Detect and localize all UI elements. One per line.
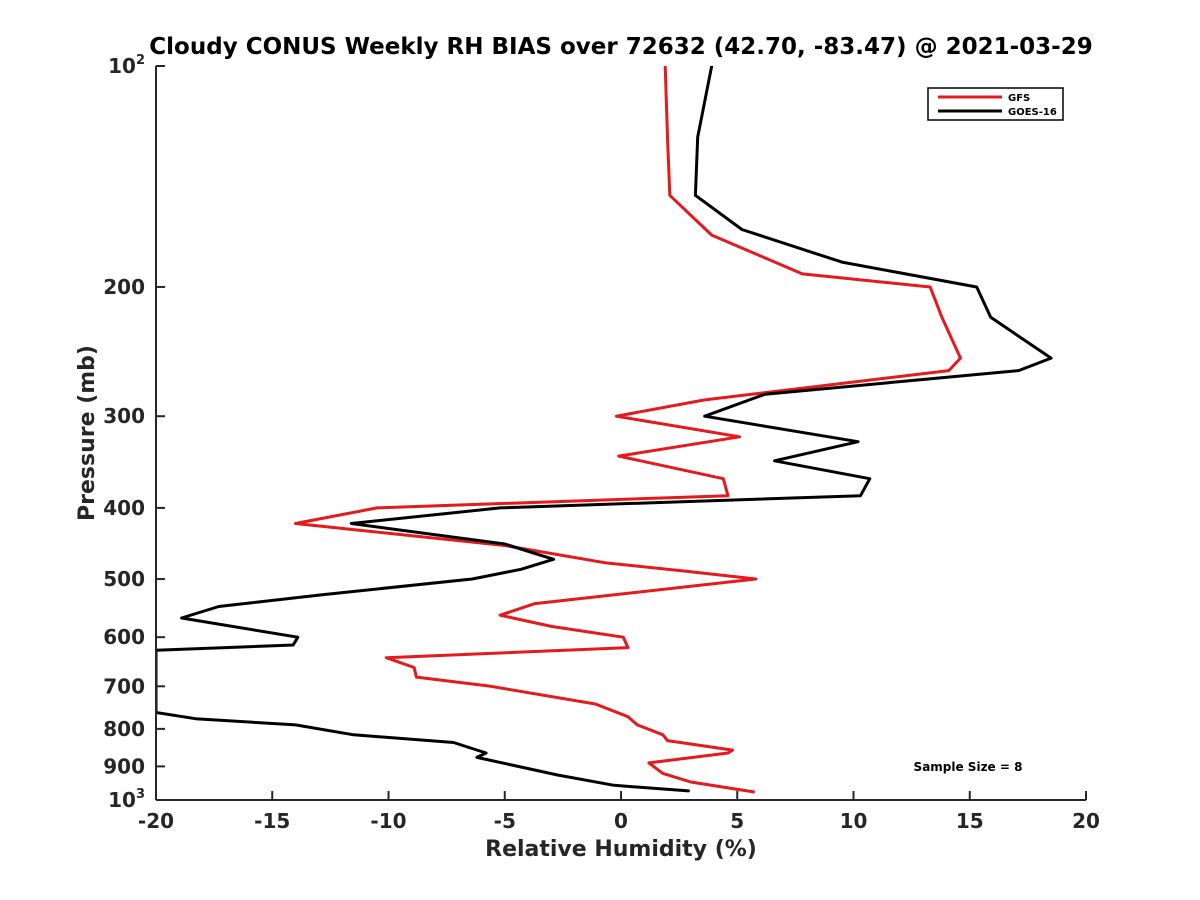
y-tick-label: 600	[103, 625, 145, 649]
y-tick-label: 200	[103, 275, 145, 299]
y-tick-label: 700	[103, 674, 145, 698]
x-tick-label: 0	[614, 809, 628, 833]
x-tick-label: -15	[254, 809, 290, 833]
x-tick-label: -10	[370, 809, 406, 833]
y-tick-label: 400	[103, 496, 145, 520]
chart-title: Cloudy CONUS Weekly RH BIAS over 72632 (…	[149, 34, 1092, 60]
legend: GFS GOES-16	[927, 87, 1064, 121]
legend-label-goes-16: GOES-16	[1008, 107, 1057, 118]
y-tick-label: 900	[103, 754, 145, 778]
y-tick-label: 102	[108, 53, 145, 78]
x-axis-title: Relative Humidity (%)	[485, 837, 757, 862]
y-tick-label: 103	[108, 787, 145, 812]
legend-box	[927, 87, 1064, 121]
y-axis-title: Pressure (mb)	[75, 345, 100, 521]
x-tick-label: 10	[840, 809, 868, 833]
axes: -20 -15 -10 -5 0 5 10 15 20 102 200 300 400 500 600 700…	[103, 53, 1100, 833]
y-tick-label: 300	[103, 404, 145, 428]
y-tick-label: 500	[103, 567, 145, 591]
x-tick-label: 5	[730, 809, 744, 833]
series-lines	[156, 66, 1053, 794]
x-tick-label: 20	[1072, 809, 1100, 833]
x-tick-label: -5	[494, 809, 516, 833]
y-tick-label: 800	[103, 717, 145, 741]
series-line-goes-16	[156, 66, 1053, 793]
x-tick-label: 15	[956, 809, 984, 833]
series-line-gfs	[294, 66, 962, 794]
legend-label-gfs: GFS	[1008, 93, 1030, 104]
sample-size-annotation: Sample Size = 8	[914, 760, 1023, 774]
x-tick-label: -20	[138, 809, 174, 833]
